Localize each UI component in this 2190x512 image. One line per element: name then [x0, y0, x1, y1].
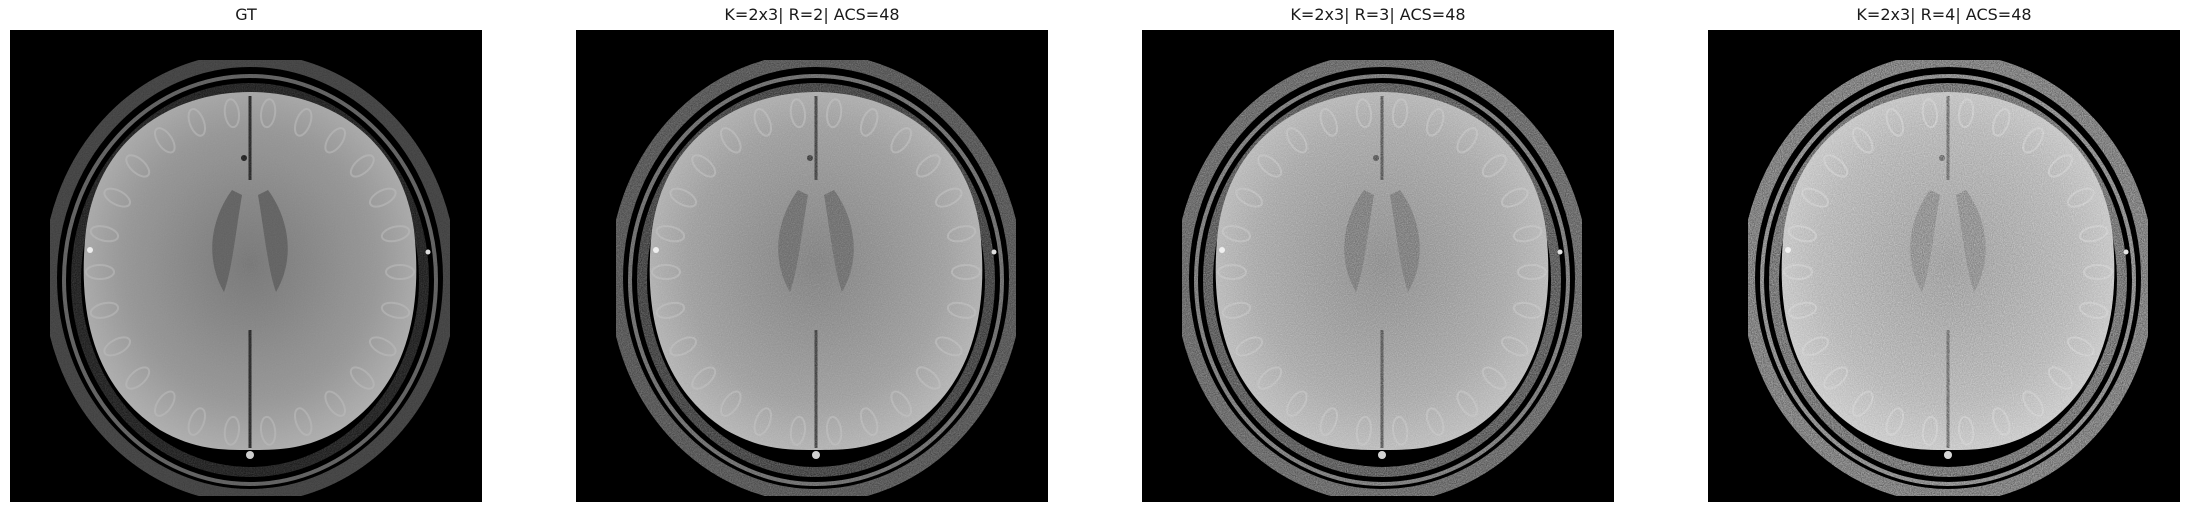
panel-gt: GT — [10, 0, 482, 512]
mri-slice-svg — [576, 30, 1048, 502]
mri-image-r4 — [1708, 30, 2180, 502]
mri-slice-svg — [1708, 30, 2180, 502]
mri-image-gt — [10, 30, 482, 502]
mri-image-r3 — [1142, 30, 1614, 502]
mri-image-r2 — [576, 30, 1048, 502]
panel-r3: K=2x3| R=3| ACS=48 — [1142, 0, 1614, 512]
panel-title: GT — [235, 5, 257, 24]
panel-r4: K=2x3| R=4| ACS=48 — [1708, 0, 2180, 512]
mri-slice-svg — [1142, 30, 1614, 502]
panel-title: K=2x3| R=3| ACS=48 — [1290, 5, 1466, 24]
panel-r2: K=2x3| R=2| ACS=48 — [576, 0, 1048, 512]
panel-title: K=2x3| R=2| ACS=48 — [724, 5, 900, 24]
mri-slice-svg — [10, 30, 482, 502]
panel-title: K=2x3| R=4| ACS=48 — [1856, 5, 2032, 24]
